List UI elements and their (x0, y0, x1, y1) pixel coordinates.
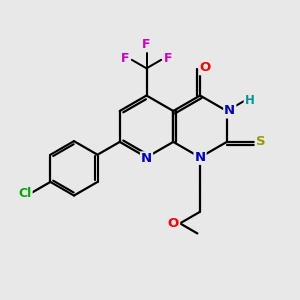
Text: N: N (141, 152, 152, 165)
Text: N: N (224, 104, 235, 118)
Text: H: H (244, 94, 254, 107)
Text: F: F (164, 52, 172, 65)
Text: O: O (168, 217, 179, 230)
Text: F: F (142, 38, 151, 51)
Text: N: N (194, 151, 206, 164)
Text: S: S (256, 135, 265, 148)
Text: Cl: Cl (18, 187, 32, 200)
Text: F: F (121, 52, 130, 65)
Text: O: O (200, 61, 211, 74)
